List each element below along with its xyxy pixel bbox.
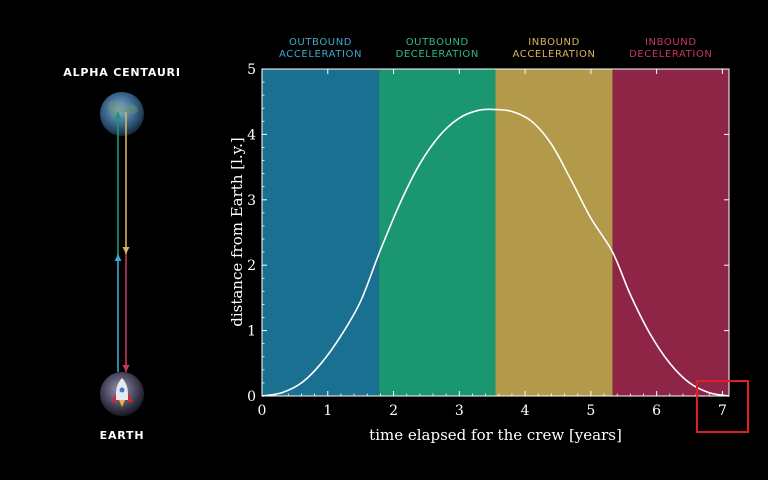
- phase-band-4: [612, 69, 729, 396]
- y-tick-label: 0: [247, 389, 256, 405]
- rocket-icon: [111, 378, 133, 407]
- phase-label-4-top: INBOUND: [645, 37, 697, 48]
- earth-label: EARTH: [100, 429, 145, 442]
- phase-label-2-top: OUTBOUND: [406, 37, 469, 48]
- inbound-deceleration-arrow-head: [122, 365, 130, 372]
- y-tick-label: 1: [247, 324, 256, 340]
- y-tick-label: 2: [247, 258, 256, 274]
- x-tick-label: 1: [323, 403, 332, 419]
- journey-diagram: ALPHA CENTAURI EARTH: [63, 66, 180, 442]
- phase-bands: [262, 69, 729, 396]
- distance-curve: [261, 108, 730, 397]
- outbound-deceleration-arrow-head: [114, 112, 122, 119]
- phase-label-3-top: INBOUND: [528, 37, 580, 48]
- plot-frame: [261, 68, 730, 397]
- y-axis: 0 1 2 3 4 5: [247, 62, 729, 405]
- phase-band-3: [495, 69, 613, 396]
- y-tick-label: 4: [247, 127, 256, 143]
- y-tick-label: 5: [247, 62, 256, 78]
- phase-label-2-bottom: DECELERATION: [396, 49, 479, 60]
- phase-labels: OUTBOUNDACCELERATIONOUTBOUNDDECELERATION…: [279, 37, 712, 60]
- inbound-acceleration-arrow-head: [122, 247, 130, 254]
- phase-label-1-bottom: ACCELERATION: [279, 49, 362, 60]
- x-tick-label: 4: [521, 403, 530, 419]
- x-axis-label: time elapsed for the crew [years]: [369, 426, 622, 444]
- diagram-arrows: [114, 112, 130, 372]
- x-tick-label: 6: [652, 403, 661, 419]
- highlight-box: [696, 380, 749, 433]
- alpha-centauri-label: ALPHA CENTAURI: [63, 66, 180, 79]
- y-tick-label: 3: [247, 193, 256, 209]
- y-axis-label: distance from Earth [l.y.]: [228, 137, 246, 327]
- phase-label-3-bottom: ACCELERATION: [513, 49, 596, 60]
- x-axis: 0 1 2 3 4 5 6 7: [258, 69, 727, 419]
- phase-band-1: [262, 69, 380, 396]
- phase-band-2: [379, 69, 496, 396]
- x-tick-label: 3: [455, 403, 464, 419]
- alpha-centauri-planet-icon: [100, 92, 144, 136]
- plot-area: 0 1 2 3 4 5 6 7 0 1 2 3 4 5 time elapsed for the cre…: [228, 62, 730, 444]
- alpha-centauri-land-detail: [108, 100, 138, 117]
- outbound-acceleration-arrow-head: [114, 254, 122, 261]
- x-tick-label: 0: [258, 403, 267, 419]
- x-tick-label: 5: [586, 403, 595, 419]
- phase-label-1-top: OUTBOUND: [289, 37, 352, 48]
- phase-label-4-bottom: DECELERATION: [629, 49, 712, 60]
- x-tick-label: 2: [389, 403, 398, 419]
- x-tick-label: 7: [718, 403, 727, 419]
